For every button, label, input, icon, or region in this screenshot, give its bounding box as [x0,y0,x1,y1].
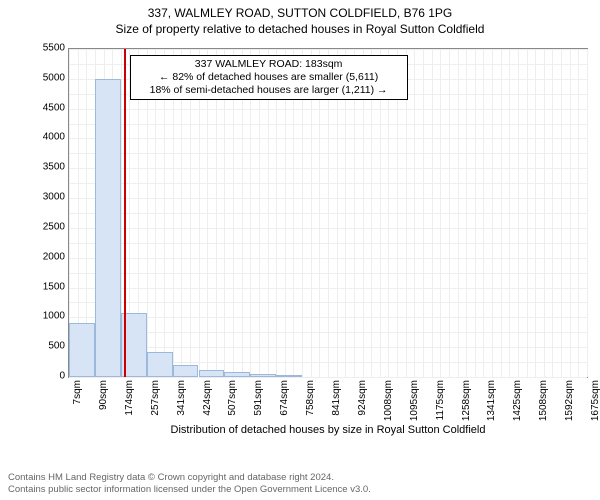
grid-line-horizontal [69,109,587,110]
grid-line-horizontal-minor [69,332,587,333]
grid-line-horizontal-minor [69,273,587,274]
histogram-bar [276,375,302,377]
footer-line-2: Contains public sector information licen… [8,484,371,496]
y-tick-label: 500 [25,341,65,352]
y-tick-label: 4000 [25,132,65,143]
x-axis-label: Distribution of detached houses by size … [68,424,588,436]
histogram-bar [250,374,276,377]
y-tick-label: 2500 [25,221,65,232]
x-tick-label: 841sqm [331,380,342,430]
chart-subtitle: Size of property relative to detached ho… [0,20,600,36]
x-tick-label: 507sqm [227,380,238,430]
x-tick-label: 1095sqm [409,380,420,430]
footer-line-1: Contains HM Land Registry data © Crown c… [8,472,371,484]
grid-line-horizontal [69,288,587,289]
annotation-line-1: 337 WALMLEY ROAD: 183sqm [135,58,403,71]
annotation-line-3: 18% of semi-detached houses are larger (… [135,84,403,97]
x-tick-label: 1258sqm [461,380,472,430]
histogram-bar [224,372,250,377]
footer-attribution: Contains HM Land Registry data © Crown c… [8,472,371,496]
histogram-bar [173,365,199,377]
histogram-bar [95,79,121,377]
grid-line-horizontal [69,377,587,378]
x-tick-label: 7sqm [72,380,83,430]
grid-line-horizontal-minor [69,124,587,125]
x-tick-label: 1508sqm [538,380,549,430]
x-tick-label: 1592sqm [564,380,575,430]
grid-line-horizontal-minor [69,243,587,244]
property-marker-line [124,49,126,377]
plot-region: 337 WALMLEY ROAD: 183sqm← 82% of detache… [68,48,588,378]
y-tick-label: 1000 [25,311,65,322]
grid-line-horizontal [69,347,587,348]
x-tick-label: 1008sqm [383,380,394,430]
x-tick-label: 1341sqm [486,380,497,430]
chart-title: 337, WALMLEY ROAD, SUTTON COLDFIELD, B76… [0,0,600,20]
y-tick-label: 0 [25,371,65,382]
chart-area: Number of detached properties 337 WALMLE… [0,44,600,439]
grid-line-horizontal-minor [69,153,587,154]
y-tick-label: 5500 [25,43,65,54]
y-tick-label: 3000 [25,192,65,203]
y-tick-label: 2000 [25,251,65,262]
x-tick-label: 1175sqm [435,380,446,430]
x-tick-label: 591sqm [253,380,264,430]
histogram-bar [69,323,95,377]
grid-line-horizontal [69,198,587,199]
annotation-line-2: ← 82% of detached houses are smaller (5,… [135,71,403,84]
histogram-bar [147,352,173,377]
x-tick-label: 257sqm [150,380,161,430]
x-tick-label: 924sqm [357,380,368,430]
chart-container: 337, WALMLEY ROAD, SUTTON COLDFIELD, B76… [0,0,600,500]
y-tick-label: 5000 [25,72,65,83]
grid-line-horizontal [69,168,587,169]
grid-line-horizontal [69,317,587,318]
grid-line-horizontal [69,49,587,50]
grid-line-horizontal [69,138,587,139]
x-tick-label: 1425sqm [512,380,523,430]
grid-line-horizontal [69,258,587,259]
histogram-bar [199,370,225,377]
x-tick-label: 90sqm [98,380,109,430]
x-tick-label: 424sqm [202,380,213,430]
grid-line-horizontal-minor [69,183,587,184]
y-tick-label: 3500 [25,162,65,173]
annotation-box: 337 WALMLEY ROAD: 183sqm← 82% of detache… [130,55,408,100]
x-tick-label: 758sqm [305,380,316,430]
grid-line-vertical [587,49,588,377]
y-tick-label: 1500 [25,281,65,292]
x-tick-label: 174sqm [124,380,135,430]
grid-line-horizontal [69,228,587,229]
y-tick-label: 4500 [25,102,65,113]
grid-line-horizontal-minor [69,213,587,214]
grid-line-horizontal-minor [69,302,587,303]
x-tick-label: 674sqm [279,380,290,430]
x-tick-label: 1675sqm [590,380,600,430]
x-tick-label: 341sqm [176,380,187,430]
